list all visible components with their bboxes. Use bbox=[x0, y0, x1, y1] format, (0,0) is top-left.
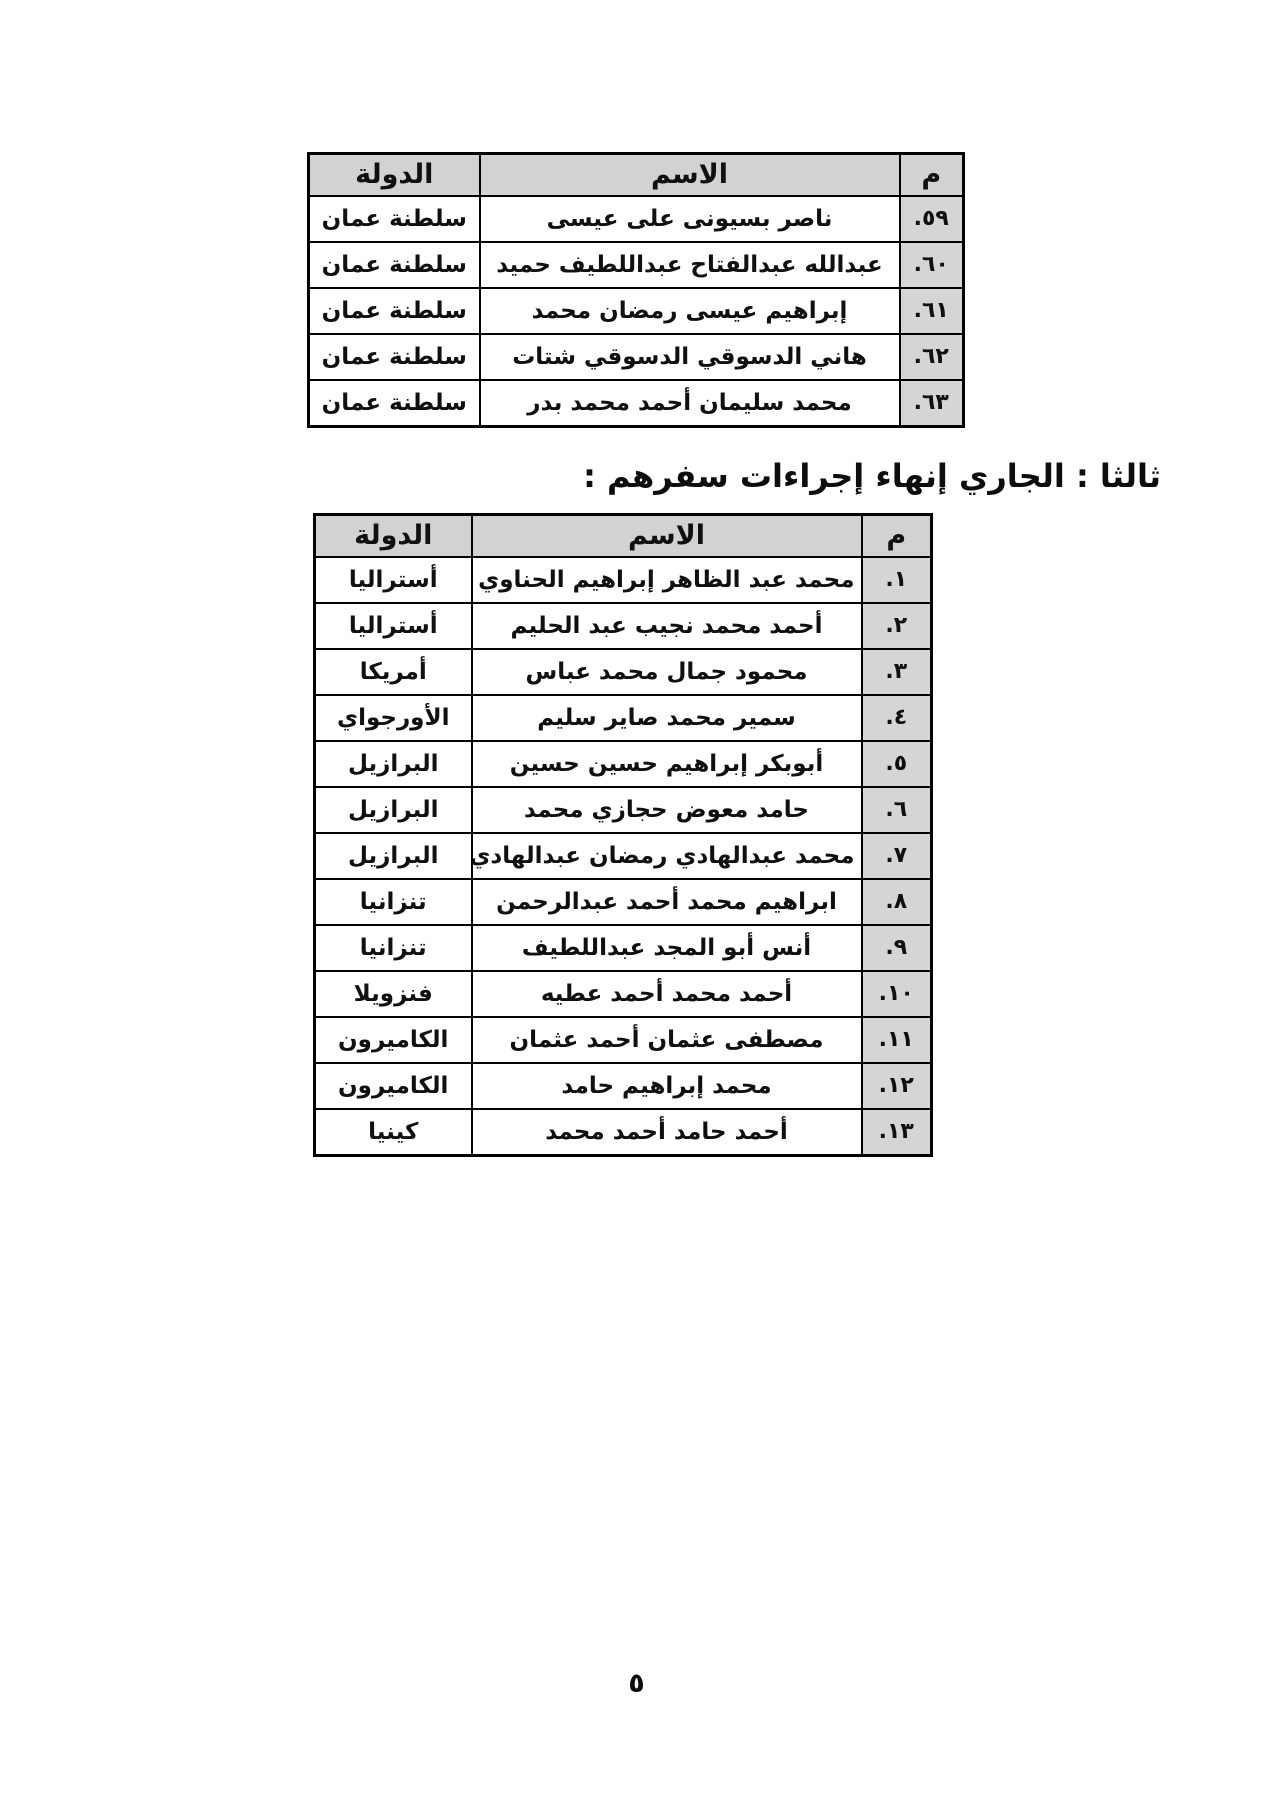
cell-country: سلطنة عمان bbox=[307, 379, 481, 428]
table-header-row: م الاسم الدولة bbox=[307, 152, 965, 197]
cell-country: أستراليا bbox=[313, 602, 473, 650]
cell-country: الأورجواي bbox=[313, 694, 473, 742]
cell-index: ١. bbox=[860, 556, 933, 604]
column-header-country: الدولة bbox=[307, 152, 481, 197]
cell-index: ١١. bbox=[860, 1016, 933, 1064]
cell-country: تنزانيا bbox=[313, 924, 473, 972]
table-row: ٨. ابراهيم محمد أحمد عبدالرحمن تنزانيا bbox=[313, 878, 933, 926]
table-row: ٦٣. محمد سليمان أحمد محمد بدر سلطنة عمان bbox=[307, 379, 965, 428]
cell-country: فنزويلا bbox=[313, 970, 473, 1018]
table-row: ٥٩. ناصر بسيونى على عيسى سلطنة عمان bbox=[307, 195, 965, 243]
cell-name: أبوبكر إبراهيم حسين حسين bbox=[470, 740, 863, 788]
cell-name: مصطفى عثمان أحمد عثمان bbox=[470, 1016, 863, 1064]
cell-name: محمد عبدالهادي رمضان عبدالهادي bbox=[470, 832, 863, 880]
table-row: ٤. سمير محمد صاير سليم الأورجواي bbox=[313, 694, 933, 742]
table-row: ٥. أبوبكر إبراهيم حسين حسين البرازيل bbox=[313, 740, 933, 788]
cell-index: ٥. bbox=[860, 740, 933, 788]
page-number: ٥ bbox=[628, 1668, 645, 1699]
cell-index: ٩. bbox=[860, 924, 933, 972]
cell-name: أحمد محمد نجيب عبد الحليم bbox=[470, 602, 863, 650]
table-row: ٩. أنس أبو المجد عبداللطيف تنزانيا bbox=[313, 924, 933, 972]
cell-index: ٦. bbox=[860, 786, 933, 834]
column-header-country: الدولة bbox=[313, 513, 473, 558]
table-travel-procedures-in-progress: م الاسم الدولة ١. محمد عبد الظاهر إبراهيم… bbox=[313, 513, 933, 1157]
column-header-index: م bbox=[860, 513, 933, 558]
cell-country: سلطنة عمان bbox=[307, 287, 481, 335]
cell-country: تنزانيا bbox=[313, 878, 473, 926]
cell-country: كينيا bbox=[313, 1108, 473, 1157]
cell-name: أحمد محمد أحمد عطيه bbox=[470, 970, 863, 1018]
table-row: ١. محمد عبد الظاهر إبراهيم الحناوي أسترالي… bbox=[313, 556, 933, 604]
cell-index: ٧. bbox=[860, 832, 933, 880]
cell-country: البرازيل bbox=[313, 786, 473, 834]
cell-name: هاني الدسوقي الدسوقي شتات bbox=[478, 333, 901, 381]
cell-index: ١٣. bbox=[860, 1108, 933, 1157]
cell-name: حامد معوض حجازي محمد bbox=[470, 786, 863, 834]
cell-name: محمد إبراهيم حامد bbox=[470, 1062, 863, 1110]
cell-name: ناصر بسيونى على عيسى bbox=[478, 195, 901, 243]
table-row: ٢. أحمد محمد نجيب عبد الحليم أستراليا bbox=[313, 602, 933, 650]
cell-country: الكاميرون bbox=[313, 1016, 473, 1064]
cell-name: محمد سليمان أحمد محمد بدر bbox=[478, 379, 901, 428]
table-row: ٦١. إبراهيم عيسى رمضان محمد سلطنة عمان bbox=[307, 287, 965, 335]
cell-name: إبراهيم عيسى رمضان محمد bbox=[478, 287, 901, 335]
table-row: ٣. محمود جمال محمد عباس أمريكا bbox=[313, 648, 933, 696]
section-heading-third: ثالثا : الجاري إنهاء إجراءات سفرهم : bbox=[583, 457, 1161, 495]
table-row: ١٣. أحمد حامد أحمد محمد كينيا bbox=[313, 1108, 933, 1157]
cell-name: عبدالله عبدالفتاح عبداللطيف حميد bbox=[478, 241, 901, 289]
cell-country: البرازيل bbox=[313, 832, 473, 880]
cell-name: ابراهيم محمد أحمد عبدالرحمن bbox=[470, 878, 863, 926]
table-row: ٦٠. عبدالله عبدالفتاح عبداللطيف حميد سلطنة… bbox=[307, 241, 965, 289]
table-departed-oman: م الاسم الدولة ٥٩. ناصر بسيونى على عيسى سل… bbox=[307, 152, 965, 428]
cell-index: ٨. bbox=[860, 878, 933, 926]
table-row: ١١. مصطفى عثمان أحمد عثمان الكاميرون bbox=[313, 1016, 933, 1064]
cell-index: ٣. bbox=[860, 648, 933, 696]
cell-index: ٦٢. bbox=[898, 333, 965, 381]
cell-country: سلطنة عمان bbox=[307, 195, 481, 243]
table-row: ٧. محمد عبدالهادي رمضان عبدالهادي البرازيل bbox=[313, 832, 933, 880]
column-header-index: م bbox=[898, 152, 965, 197]
cell-country: البرازيل bbox=[313, 740, 473, 788]
column-header-name: الاسم bbox=[470, 513, 863, 558]
cell-name: محمد عبد الظاهر إبراهيم الحناوي bbox=[470, 556, 863, 604]
cell-name: سمير محمد صاير سليم bbox=[470, 694, 863, 742]
cell-index: ٢. bbox=[860, 602, 933, 650]
cell-index: ٥٩. bbox=[898, 195, 965, 243]
cell-index: ٤. bbox=[860, 694, 933, 742]
table-row: ٦. حامد معوض حجازي محمد البرازيل bbox=[313, 786, 933, 834]
table-header-row: م الاسم الدولة bbox=[313, 513, 933, 558]
cell-country: الكاميرون bbox=[313, 1062, 473, 1110]
cell-index: ٦٣. bbox=[898, 379, 965, 428]
table-row: ١٢. محمد إبراهيم حامد الكاميرون bbox=[313, 1062, 933, 1110]
table-row: ١٠. أحمد محمد أحمد عطيه فنزويلا bbox=[313, 970, 933, 1018]
cell-index: ٦١. bbox=[898, 287, 965, 335]
cell-index: ١٠. bbox=[860, 970, 933, 1018]
cell-country: أمريكا bbox=[313, 648, 473, 696]
cell-index: ٦٠. bbox=[898, 241, 965, 289]
cell-index: ١٢. bbox=[860, 1062, 933, 1110]
cell-name: أحمد حامد أحمد محمد bbox=[470, 1108, 863, 1157]
table-row: ٦٢. هاني الدسوقي الدسوقي شتات سلطنة عمان bbox=[307, 333, 965, 381]
cell-country: سلطنة عمان bbox=[307, 333, 481, 381]
cell-name: أنس أبو المجد عبداللطيف bbox=[470, 924, 863, 972]
cell-country: أستراليا bbox=[313, 556, 473, 604]
cell-name: محمود جمال محمد عباس bbox=[470, 648, 863, 696]
cell-country: سلطنة عمان bbox=[307, 241, 481, 289]
column-header-name: الاسم bbox=[478, 152, 901, 197]
